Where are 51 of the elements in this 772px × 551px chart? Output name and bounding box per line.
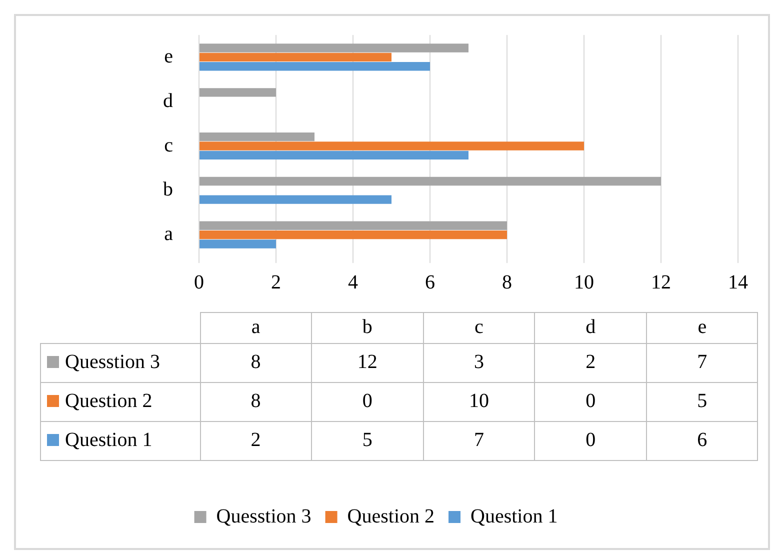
x-tick-label: 12: [651, 271, 671, 294]
data-label: 8: [200, 382, 312, 421]
y-tick-label: Quesstion 3: [40, 343, 200, 382]
y-tick-label: a: [164, 223, 174, 246]
data-label: 12: [312, 343, 424, 382]
data-label: 3: [423, 343, 535, 382]
x-tick-label: b: [312, 312, 424, 343]
data-label: 0: [534, 382, 646, 421]
data-label: 10: [423, 382, 535, 421]
data-label: 2: [534, 343, 646, 382]
data-label: 7: [423, 421, 535, 460]
x-tick-label: c: [423, 312, 535, 343]
x-tick-label: 0: [194, 271, 204, 294]
bar: [200, 150, 468, 160]
y-tick-label: c: [164, 134, 174, 156]
legend-label: Quesstion 3: [216, 505, 312, 528]
legend-label: Question 2: [347, 505, 434, 528]
legend-label: Question 1: [470, 505, 558, 528]
bar: [200, 142, 584, 150]
x-tick-label: d: [534, 312, 646, 343]
y-tick-label: Question 1: [40, 421, 200, 460]
x-tick-label: 10: [574, 271, 594, 294]
x-tick-label: 6: [425, 271, 435, 294]
bar: [200, 62, 430, 71]
y-tick-label: e: [164, 45, 174, 68]
data-label: 5: [646, 382, 758, 421]
x-tick-label: 4: [348, 271, 358, 294]
x-tick-label: e: [646, 312, 758, 343]
x-tick-label: 2: [271, 271, 281, 294]
bar: [200, 230, 507, 240]
x-tick-label: 8: [502, 271, 512, 294]
bar: [200, 221, 507, 230]
x-tick-label: a: [200, 312, 312, 343]
bar: [200, 240, 276, 248]
bar: [200, 132, 314, 142]
bar: [200, 176, 661, 186]
data-label: 8: [200, 343, 312, 382]
bar: [200, 44, 468, 52]
x-tick-label: 14: [728, 271, 748, 294]
data-label: 0: [534, 421, 646, 460]
bar: [200, 52, 392, 62]
data-label: 0: [312, 382, 424, 421]
data-label: 2: [200, 421, 312, 460]
y-tick-label: d: [163, 90, 173, 112]
data-label: 6: [646, 421, 758, 460]
data-label: 5: [312, 421, 424, 460]
bar: [200, 88, 276, 97]
data-label: 7: [646, 343, 758, 382]
y-tick-label: b: [163, 178, 173, 201]
y-tick-label: Question 2: [40, 382, 200, 421]
bar: [200, 195, 392, 204]
